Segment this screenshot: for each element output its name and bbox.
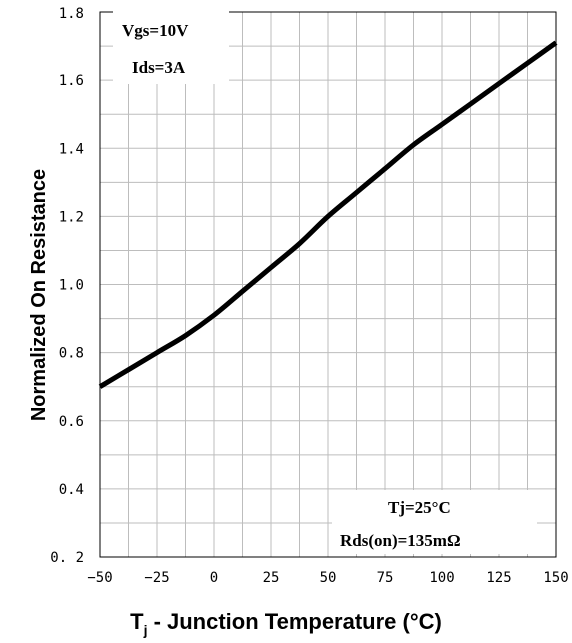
x-tick-label: 150 xyxy=(543,570,568,586)
x-axis-label-t: T xyxy=(130,609,144,634)
plot-frame xyxy=(99,11,557,558)
y-tick-label: 0.6 xyxy=(59,414,84,430)
y-tick-label: 1.6 xyxy=(59,73,84,89)
x-tick-label: 100 xyxy=(429,570,454,586)
x-tick-label: 125 xyxy=(486,570,511,586)
annotation-box-bottom-right xyxy=(332,490,537,554)
annotation-tj: Tj=25°C xyxy=(388,498,451,517)
y-tick-label: 0.8 xyxy=(59,346,84,362)
x-tick-label: 75 xyxy=(377,570,394,586)
annotation-rdson: Rds(on)=135mΩ xyxy=(340,531,461,550)
x-tick-label: 25 xyxy=(263,570,280,586)
y-tick-label: 1.8 xyxy=(59,6,84,22)
y-axis-label: Normalized On Resistance xyxy=(28,169,50,421)
annotation-vgs: Vgs=10V xyxy=(122,21,189,40)
x-axis-label-rest: - Junction Temperature (°C) xyxy=(147,609,441,634)
x-tick-label: −25 xyxy=(144,570,169,586)
x-tick-label: −50 xyxy=(87,570,112,586)
x-axis-label: Tj - Junction Temperature (°C) xyxy=(130,609,442,638)
y-tick-label: 1.4 xyxy=(59,141,84,157)
y-tick-label: 1.0 xyxy=(59,278,84,294)
y-tick-label: 0. 2 xyxy=(50,550,84,566)
tick-labels: −50 −25 0 25 50 75 100 125 150 0. 2 0.4 0.6 0.8 1.0 1.… xyxy=(50,6,568,586)
annotation-ids: Ids=3A xyxy=(132,58,186,77)
series-line xyxy=(98,40,558,389)
x-axis-label-sub: j xyxy=(143,622,148,638)
y-tick-label: 0.4 xyxy=(59,482,84,498)
x-tick-label: 0 xyxy=(210,570,218,586)
x-tick-label: 50 xyxy=(320,570,337,586)
annotation-box-top-left xyxy=(113,10,229,84)
y-tick-label: 1.2 xyxy=(59,209,84,225)
